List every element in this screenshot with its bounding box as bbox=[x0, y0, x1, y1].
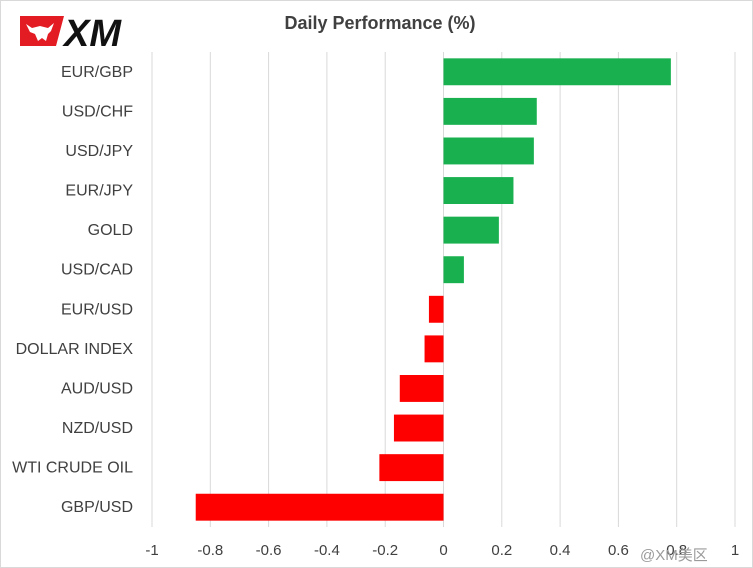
category-label: AUD/USD bbox=[61, 380, 133, 397]
x-tick-label: -0.2 bbox=[372, 542, 398, 559]
bar-usd-chf bbox=[443, 97, 537, 125]
category-label: DOLLAR INDEX bbox=[16, 341, 134, 358]
category-label: USD/CAD bbox=[61, 262, 133, 279]
logo-text: XM bbox=[62, 13, 122, 50]
category-label: EUR/GBP bbox=[61, 64, 133, 81]
bar-dollar-index bbox=[424, 335, 444, 363]
x-tick-label: 1 bbox=[731, 542, 739, 559]
category-label: EUR/JPY bbox=[65, 183, 133, 200]
bar-usd-jpy bbox=[443, 137, 534, 165]
category-labels: EUR/GBP USD/CHF USD/JPY EUR/JPY GOLD USD/CAD E… bbox=[12, 64, 133, 516]
bar-eur-usd bbox=[428, 295, 444, 323]
category-label: NZD/USD bbox=[62, 420, 133, 437]
category-label: GOLD bbox=[88, 222, 133, 239]
x-tick-label: 0 bbox=[439, 542, 447, 559]
bar-usd-cad bbox=[443, 256, 464, 284]
x-tick-label: -1 bbox=[145, 542, 158, 559]
x-tick-labels: -1 -0.8 -0.6 -0.4 -0.2 0 0.2 0.4 0.6 0.8 1 bbox=[145, 542, 739, 559]
bar-eur-gbp bbox=[443, 58, 671, 86]
x-tick-label: -0.8 bbox=[197, 542, 223, 559]
bar-eur-jpy bbox=[443, 177, 514, 204]
grid-lines bbox=[151, 52, 736, 527]
bar-wti-crude-oil bbox=[379, 454, 444, 482]
bull-icon bbox=[20, 16, 64, 46]
x-tick-label: 0.2 bbox=[491, 542, 512, 559]
bar-gold bbox=[443, 216, 499, 244]
bar-gbp-usd bbox=[195, 493, 444, 521]
bars bbox=[195, 58, 671, 521]
category-label: GBP/USD bbox=[61, 499, 133, 516]
x-tick-label: -0.6 bbox=[256, 542, 282, 559]
bar-nzd-usd bbox=[393, 414, 444, 442]
x-tick-label: 0.4 bbox=[550, 542, 571, 559]
x-tick-label: 0.8 bbox=[666, 542, 687, 559]
category-label: USD/CHF bbox=[62, 103, 133, 120]
x-tick-label: 0.6 bbox=[608, 542, 629, 559]
chart-title: Daily Performance (%) bbox=[284, 13, 476, 33]
category-label: USD/JPY bbox=[65, 143, 133, 160]
category-label: WTI CRUDE OIL bbox=[12, 460, 133, 477]
category-label: EUR/USD bbox=[61, 301, 133, 318]
watermark: @XM美区 bbox=[640, 547, 708, 564]
bar-aud-usd bbox=[399, 375, 444, 402]
x-tick-label: -0.4 bbox=[314, 542, 340, 559]
xm-logo: XM bbox=[18, 10, 154, 55]
